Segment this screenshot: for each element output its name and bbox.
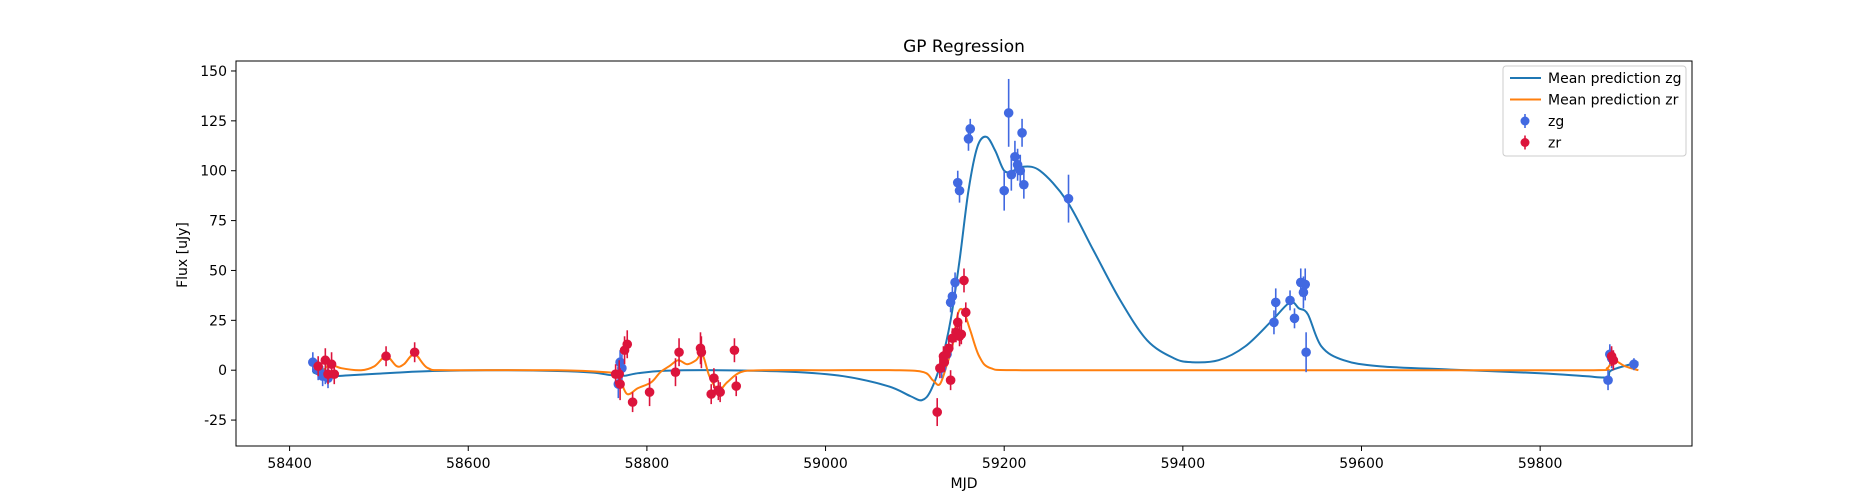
zg-data-point bbox=[954, 185, 965, 196]
zg-data-point bbox=[1003, 108, 1014, 118]
y-tick-label: 0 bbox=[218, 363, 227, 379]
zr-data-point bbox=[313, 361, 323, 372]
y-tick-label: 150 bbox=[200, 64, 227, 80]
zr-data-point bbox=[409, 347, 420, 358]
zg-data-point bbox=[950, 277, 960, 288]
zr-data-point bbox=[939, 357, 950, 368]
y-axis-label: Flux [uJy] bbox=[175, 222, 191, 288]
zr-data-point bbox=[731, 381, 742, 391]
legend-entry: zg bbox=[1520, 114, 1564, 130]
zr-data-point bbox=[1608, 355, 1619, 366]
y-tick-label: 75 bbox=[209, 214, 227, 230]
zg-data-point bbox=[1019, 179, 1029, 190]
legend-label: Mean prediction zr bbox=[1548, 93, 1679, 109]
zg-data-point bbox=[1015, 165, 1026, 176]
zg-data-point bbox=[1063, 193, 1074, 204]
zg-data-point bbox=[963, 133, 974, 144]
x-tick-label: 59200 bbox=[982, 456, 1027, 472]
zr-data-point bbox=[932, 407, 943, 417]
zg-data-point bbox=[1289, 313, 1300, 324]
zr-data-point bbox=[329, 369, 340, 379]
zg-data-point bbox=[1017, 128, 1027, 138]
zr-data-point bbox=[960, 307, 971, 318]
legend-box bbox=[1502, 65, 1687, 157]
zr-data-point bbox=[627, 397, 638, 407]
x-axis-label: MJD bbox=[951, 476, 978, 492]
legend-label: zg bbox=[1548, 114, 1564, 130]
zg-data-point bbox=[947, 291, 958, 302]
zg-data-point bbox=[1300, 279, 1311, 290]
zr-data-point bbox=[952, 317, 963, 328]
x-tick-label: 58400 bbox=[267, 456, 312, 472]
zr-data-point bbox=[381, 351, 391, 362]
zg-data-point bbox=[1298, 287, 1309, 298]
y-tick-label: -25 bbox=[204, 413, 227, 429]
x-tick-label: 59600 bbox=[1339, 456, 1384, 472]
zr-data-point bbox=[729, 345, 740, 356]
x-tick-label: 58600 bbox=[446, 456, 491, 472]
zr-data-point bbox=[944, 343, 954, 354]
zg-data-point bbox=[1006, 169, 1017, 180]
x-tick-label: 59000 bbox=[803, 456, 848, 472]
zg-data-point bbox=[1603, 375, 1613, 385]
y-tick-label: 125 bbox=[200, 114, 227, 130]
zr-data-point bbox=[674, 347, 684, 358]
legend-marker-swatch bbox=[1520, 138, 1530, 147]
x-tick-label: 58800 bbox=[625, 456, 670, 472]
y-tick-label: 50 bbox=[209, 263, 227, 279]
plot-area: 58400 58600 58800 59000 59200 59400 59600 59800… bbox=[200, 60, 1693, 472]
zr-data-point bbox=[709, 373, 719, 383]
zr-data-point bbox=[715, 387, 725, 397]
legend-label: zr bbox=[1548, 136, 1561, 152]
legend-entry: zr bbox=[1520, 135, 1561, 152]
zr-data-point bbox=[615, 379, 625, 389]
plot-contents bbox=[308, 78, 1639, 427]
y-tick-label: 25 bbox=[209, 313, 227, 329]
zg-data-point bbox=[1285, 295, 1295, 306]
zr-data-point bbox=[644, 387, 655, 397]
legend-entry: Mean prediction zr bbox=[1510, 93, 1679, 109]
zr-data-point bbox=[696, 347, 707, 358]
zg-data-point bbox=[965, 124, 976, 134]
zg-data-point bbox=[1270, 297, 1281, 308]
zr-data-point bbox=[706, 389, 717, 399]
zg-data-point bbox=[1269, 317, 1279, 328]
x-tick-label: 59400 bbox=[1161, 456, 1206, 472]
legend-label: Mean prediction zg bbox=[1548, 71, 1682, 87]
zg-data-point bbox=[999, 185, 1009, 196]
zr-data-point bbox=[959, 275, 969, 286]
zr-data-point bbox=[945, 375, 956, 385]
x-tick-label: 59800 bbox=[1518, 456, 1563, 472]
y-tick-label: 100 bbox=[200, 164, 227, 180]
legend-marker-swatch bbox=[1520, 116, 1530, 126]
zg-data-point bbox=[952, 177, 963, 188]
chart-title: GP Regression bbox=[903, 37, 1025, 57]
legend: Mean prediction zg Mean prediction zr zg zr bbox=[1502, 65, 1687, 157]
axes-frame bbox=[235, 60, 1693, 447]
zr-data-point bbox=[622, 339, 633, 350]
zr-data-point bbox=[614, 369, 625, 379]
zg-data-point bbox=[1629, 359, 1639, 370]
zr-data-point bbox=[670, 367, 681, 377]
legend-entry: Mean prediction zg bbox=[1510, 71, 1682, 87]
zg-data-point bbox=[1301, 347, 1311, 358]
zr-data-point bbox=[956, 329, 967, 340]
